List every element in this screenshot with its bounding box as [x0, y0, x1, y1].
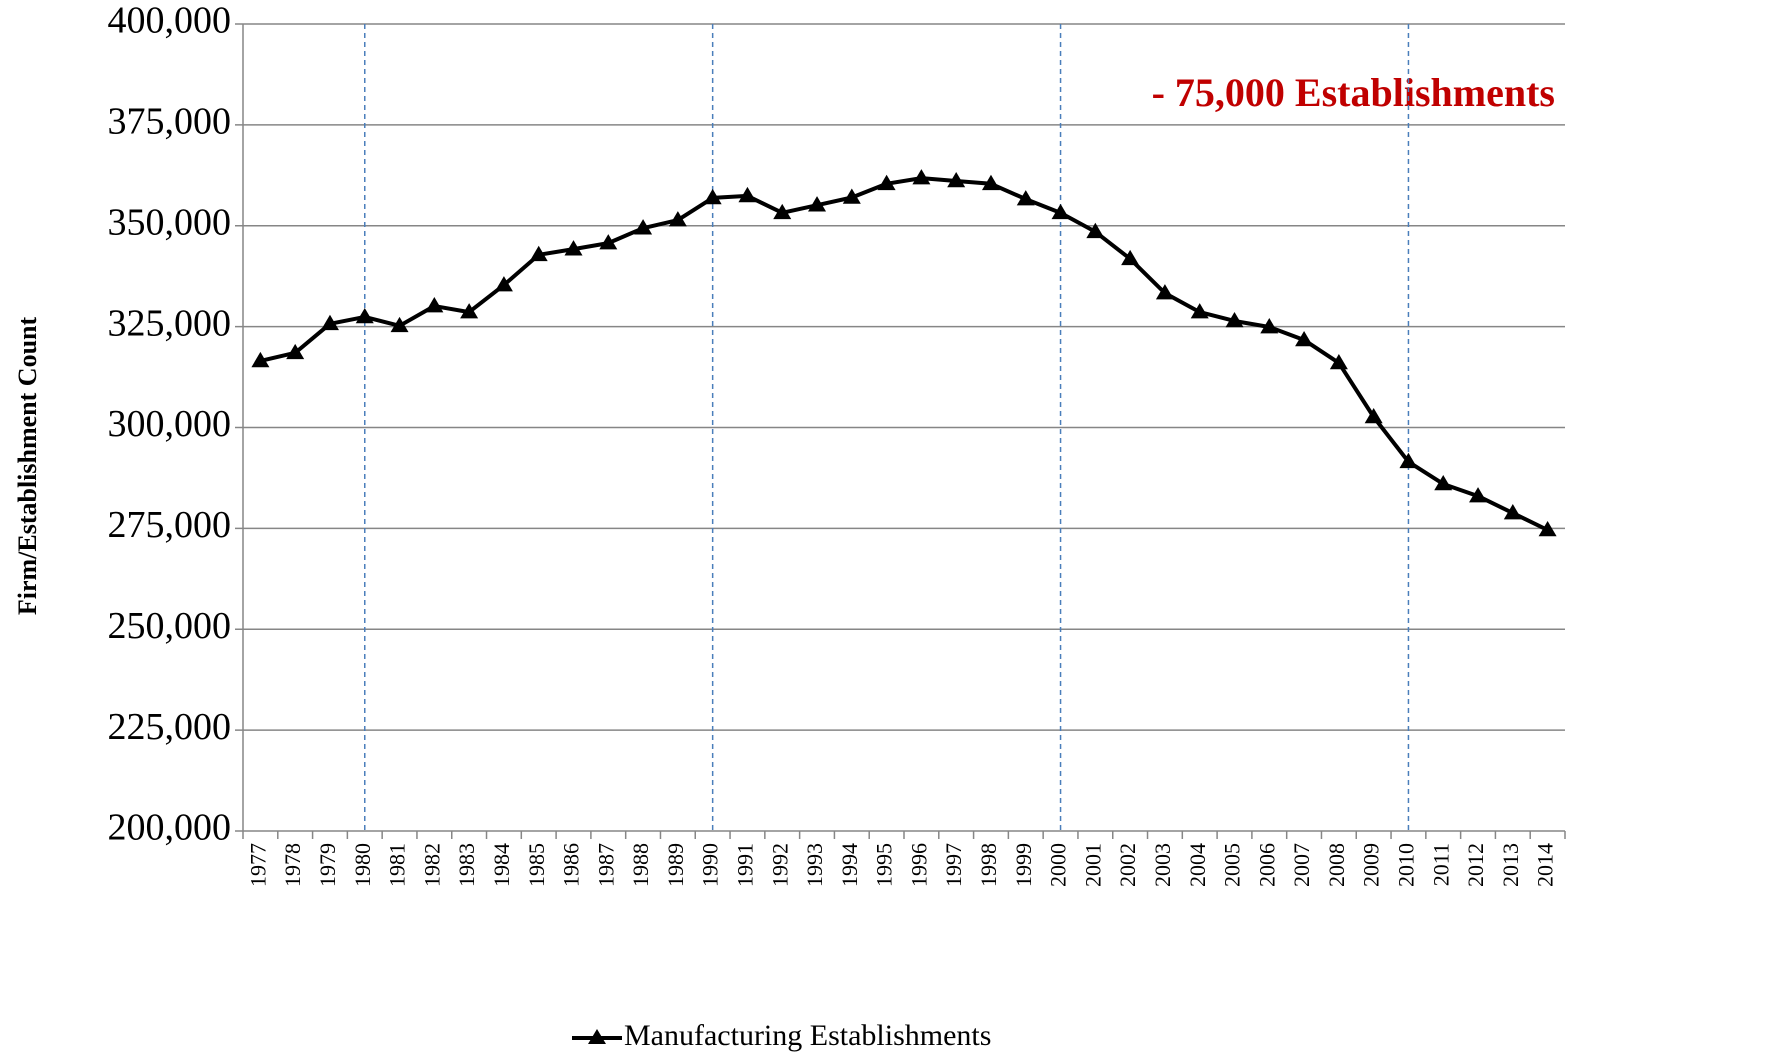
- y-tick-label: 275,000: [108, 504, 232, 546]
- data-point: [1121, 249, 1140, 266]
- data-point: [460, 303, 479, 319]
- data-point: [1364, 408, 1383, 424]
- x-tick-label: 2002: [1115, 843, 1140, 887]
- data-point: [494, 276, 513, 292]
- data-point: [1225, 311, 1244, 328]
- x-tick-label: 1985: [524, 843, 549, 887]
- data-point: [842, 188, 861, 204]
- x-tick-label: 1990: [698, 843, 723, 887]
- data-point: [1538, 520, 1557, 537]
- x-tick-label: 2011: [1428, 843, 1453, 886]
- data-point: [529, 245, 548, 262]
- legend-label: Manufacturing Establishments: [624, 1019, 991, 1052]
- x-tick-label: 1984: [489, 843, 514, 887]
- x-tick-label: 1991: [732, 843, 757, 887]
- data-point: [1503, 504, 1522, 520]
- x-tick-label: 2006: [1254, 843, 1279, 887]
- x-tick-label: 2008: [1324, 843, 1349, 887]
- x-tick-label: 2013: [1498, 843, 1523, 887]
- y-tick-label: 325,000: [108, 302, 232, 344]
- y-tick-label: 350,000: [108, 201, 232, 243]
- x-tick-label: 1996: [906, 843, 931, 887]
- data-point: [877, 174, 896, 191]
- x-tick-label: 1998: [976, 843, 1001, 887]
- data-point: [1190, 303, 1209, 319]
- data-point: [1155, 284, 1174, 300]
- data-point: [355, 307, 374, 324]
- data-point: [286, 343, 305, 360]
- data-point: [1260, 318, 1279, 334]
- y-tick-label: 225,000: [108, 706, 232, 748]
- x-tick-label: 1982: [419, 843, 444, 887]
- x-tick-label: 2004: [1185, 843, 1210, 887]
- data-point: [1086, 222, 1105, 239]
- data-point: [564, 240, 583, 256]
- x-tick-label: 1988: [628, 843, 653, 887]
- data-point: [320, 314, 339, 331]
- y-tick-label: 400,000: [108, 0, 232, 42]
- data-point: [668, 211, 687, 227]
- data-point: [1434, 474, 1453, 491]
- y-tick-label: 375,000: [108, 101, 232, 143]
- data-point: [251, 351, 270, 368]
- x-tick-label: 2007: [1289, 843, 1314, 887]
- x-tick-label: 1987: [593, 843, 618, 887]
- x-tick-label: 1977: [245, 843, 270, 887]
- y-axis-title: Firm/Establishment Count: [13, 317, 42, 616]
- y-tick-label: 250,000: [108, 605, 232, 647]
- x-tick-label: 1989: [663, 843, 688, 887]
- x-tick-label: 1981: [385, 843, 410, 887]
- annotation: - 75,000 Establishments: [1152, 70, 1555, 115]
- data-point: [634, 219, 653, 235]
- data-point: [981, 174, 1000, 191]
- data-point: [425, 297, 444, 313]
- legend-marker: [588, 1029, 606, 1044]
- x-tick-label: 2003: [1150, 843, 1175, 887]
- data-point: [1399, 452, 1418, 469]
- x-tick-label: 1978: [280, 843, 305, 887]
- data-point: [1329, 353, 1348, 370]
- data-point: [1469, 487, 1488, 503]
- data-point: [390, 316, 409, 333]
- x-tick-label: 2010: [1393, 843, 1418, 887]
- data-point: [773, 203, 792, 220]
- x-tick-label: 1992: [767, 843, 792, 887]
- x-tick-label: 2012: [1463, 843, 1488, 887]
- x-tick-label: 1979: [315, 843, 340, 887]
- data-point: [912, 169, 931, 185]
- data-point: [1016, 190, 1035, 206]
- data-point: [703, 188, 722, 205]
- x-tick-label: 1994: [837, 843, 862, 887]
- y-tick-label: 300,000: [108, 403, 232, 445]
- data-point: [1051, 203, 1070, 220]
- x-tick-label: 1999: [1011, 843, 1036, 887]
- data-point: [947, 171, 966, 188]
- x-tick-label: 2009: [1359, 843, 1384, 887]
- y-tick-label: 200,000: [108, 807, 232, 849]
- x-tick-label: 2005: [1220, 843, 1245, 887]
- data-point: [808, 196, 827, 212]
- series-line: [259, 176, 1549, 532]
- x-tick-label: 1986: [559, 843, 584, 887]
- x-tick-label: 1997: [941, 843, 966, 887]
- x-tick-label: 2014: [1533, 843, 1558, 887]
- x-tick-label: 2001: [1080, 843, 1105, 887]
- data-point: [599, 234, 618, 250]
- data-point: [738, 186, 757, 203]
- x-tick-label: 1980: [350, 843, 375, 887]
- x-tick-label: 1995: [872, 843, 897, 887]
- x-tick-label: 1983: [454, 843, 479, 887]
- x-tick-label: 1993: [802, 843, 827, 887]
- data-point: [1295, 330, 1314, 347]
- x-tick-label: 2000: [1046, 843, 1071, 887]
